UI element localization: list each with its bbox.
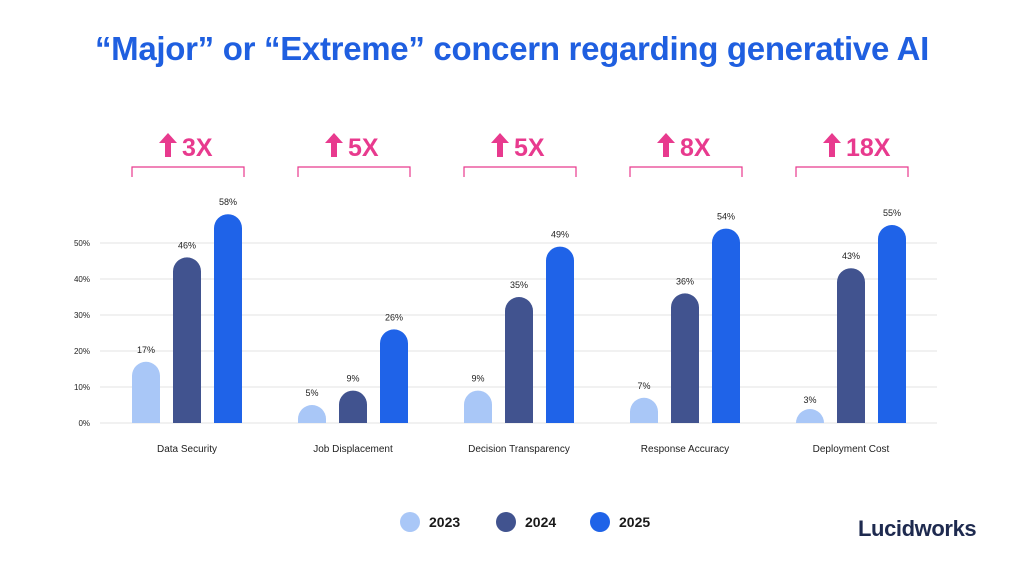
bar — [173, 257, 201, 423]
bar — [132, 361, 160, 423]
legend: 2023 2024 2025 — [0, 512, 1024, 540]
up-arrow-shape — [491, 133, 509, 157]
bar-value-label: 54% — [717, 212, 735, 222]
legend-label: 2025 — [619, 514, 651, 530]
y-tick-label: 30% — [74, 311, 90, 320]
bar — [505, 297, 533, 423]
bar — [464, 390, 493, 423]
bar — [671, 293, 699, 423]
bar-value-label: 36% — [676, 276, 694, 286]
multiplier-label: 3X — [182, 134, 213, 162]
bar — [712, 228, 740, 423]
up-arrow-icon — [491, 133, 509, 157]
bar-value-label: 58% — [219, 197, 237, 207]
bar — [380, 329, 408, 423]
y-tick-label: 50% — [74, 239, 90, 248]
y-tick-label: 40% — [74, 275, 90, 284]
multiplier-label: 8X — [680, 134, 711, 162]
y-tick-label: 10% — [74, 383, 90, 392]
category-labels: Data Security Job Displacement Decision Tr… — [157, 444, 890, 455]
up-arrow-icon — [325, 133, 343, 157]
category-label: Deployment Cost — [813, 444, 890, 455]
bracket — [795, 166, 909, 177]
bar-value-label: 49% — [551, 230, 569, 240]
up-arrow-shape — [325, 133, 343, 157]
bar — [339, 390, 367, 423]
up-arrow-shape — [159, 133, 177, 157]
multiplier-label: 5X — [514, 134, 545, 162]
legend-item-2025: 2025 — [590, 512, 650, 532]
bar — [796, 409, 824, 423]
bar-value-label: 46% — [178, 240, 196, 250]
up-arrow-icon — [657, 133, 675, 157]
bar-value-label: 17% — [137, 345, 155, 355]
bar — [878, 225, 906, 423]
y-tick-label: 0% — [78, 419, 90, 428]
bracket — [629, 166, 743, 177]
bar-value-label: 5% — [305, 388, 318, 398]
category-label: Decision Transparency — [468, 444, 570, 455]
bar — [630, 397, 658, 423]
bar-value-label: 26% — [385, 312, 403, 322]
up-arrow-shape — [657, 133, 675, 157]
bar-value-label: 55% — [883, 208, 901, 218]
category-label: Response Accuracy — [641, 444, 729, 455]
legend-swatch — [590, 512, 610, 532]
bracket — [131, 166, 245, 177]
chart-title: “Major” or “Extreme” concern regarding g… — [94, 30, 930, 67]
bar — [298, 405, 326, 423]
legend-swatch — [400, 512, 420, 532]
up-arrow-shape — [823, 133, 841, 157]
legend-swatch — [496, 512, 516, 532]
bars — [132, 214, 906, 423]
category-label: Job Displacement — [313, 444, 393, 455]
bar-value-label: 7% — [637, 381, 650, 391]
up-arrow-icon — [159, 133, 177, 157]
multiplier-label: 18X — [846, 134, 891, 162]
bar-value-label: 43% — [842, 251, 860, 261]
multiplier-brackets: 3X 5X 5X 8X 18X — [131, 133, 909, 177]
legend-item-2023: 2023 — [400, 512, 460, 532]
bar — [214, 214, 243, 423]
up-arrow-icon — [823, 133, 841, 157]
y-axis-ticks: 0% 10% 20% 30% 40% 50% — [74, 239, 90, 428]
bar-value-label: 9% — [471, 374, 484, 384]
bar-labels: 17% 46% 58% 5% 9% 26% 9% 35% 49% 7% 36% 54% 3% 43% 55% — [137, 197, 901, 405]
bracket — [297, 166, 411, 177]
legend-item-2024: 2024 — [496, 512, 556, 532]
bar-value-label: 3% — [803, 395, 816, 405]
bar — [546, 246, 574, 423]
bar — [837, 268, 865, 423]
brand-logo: Lucidworks — [858, 516, 977, 541]
bar-value-label: 35% — [510, 280, 528, 290]
legend-label: 2024 — [525, 514, 557, 530]
y-tick-label: 20% — [74, 347, 90, 356]
bar-value-label: 9% — [346, 374, 359, 384]
bracket — [463, 166, 577, 177]
multiplier-label: 5X — [348, 134, 379, 162]
category-label: Data Security — [157, 444, 217, 455]
legend-label: 2023 — [429, 514, 461, 530]
